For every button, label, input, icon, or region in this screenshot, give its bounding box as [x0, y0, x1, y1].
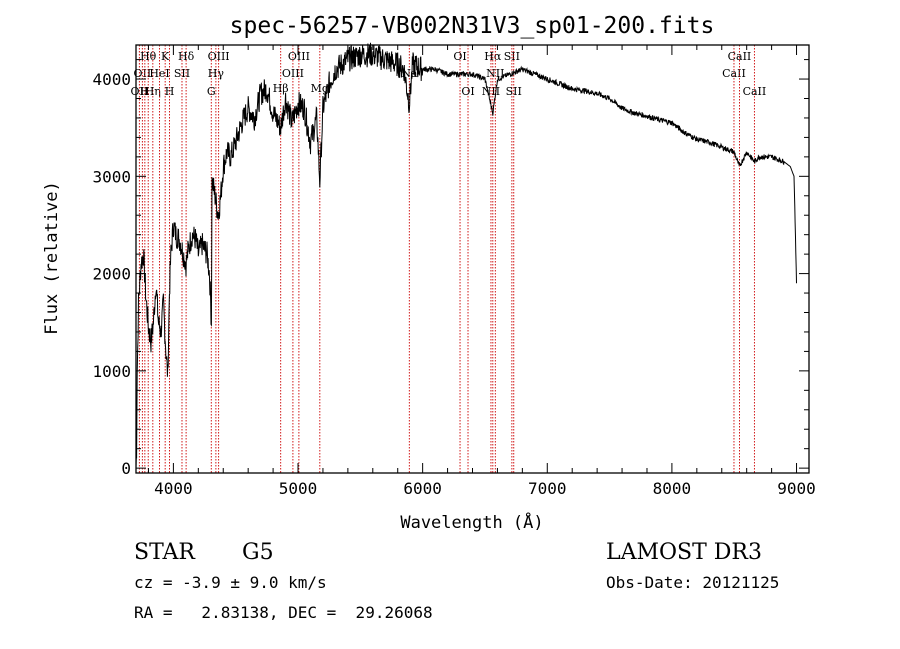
spectral-line-label: Hγ — [208, 67, 225, 80]
y-tick-label: 3000 — [92, 167, 131, 186]
spectral-line-label: Hθ — [140, 50, 157, 63]
y-tick-label: 0 — [121, 459, 131, 478]
x-tick-label: 8000 — [653, 479, 692, 498]
spectral-line-label: OIII — [288, 50, 310, 63]
redshift-value: cz = -3.9 ± 9.0 km/s — [134, 573, 327, 592]
spectral-line-label: HeI — [149, 67, 169, 80]
object-class: STAR — [134, 540, 195, 565]
x-tick-label: 7000 — [528, 479, 567, 498]
spectrum-trace — [135, 42, 797, 469]
spectral-line-label: SII — [504, 50, 520, 63]
x-tick-label: 5000 — [279, 479, 318, 498]
spectral-line-label: OIII — [208, 50, 230, 63]
emission-line-markers: OIIOIIHHθHηHeIKHSIIHδGHγOIIIHβOIIIOIIIMg… — [131, 45, 767, 473]
spectral-line-label: CaII — [743, 85, 767, 98]
spectral-line-label: SII — [506, 85, 522, 98]
spectral-line-label: OII — [133, 67, 151, 80]
spectral-line-label: Hβ — [273, 82, 289, 95]
spectral-line-label: SII — [174, 67, 190, 80]
axes: 4000 5000 6000 7000 8000 9000 0 1000 2000 3000 400… — [92, 45, 816, 498]
spectral-line-label: CaII — [722, 67, 746, 80]
spectral-line-label: Hδ — [178, 50, 195, 63]
spectral-line-label: Mg — [311, 82, 329, 95]
flux-series-line — [135, 42, 797, 469]
survey-name: LAMOST DR3 — [606, 540, 762, 565]
spectral-line-label: CaII — [728, 50, 752, 63]
spectral-line-label: NII — [482, 85, 500, 98]
spectral-line-label: Hη — [145, 85, 161, 98]
x-tick-label: 6000 — [403, 479, 442, 498]
coordinates: RA = 2.83138, DEC = 29.26068 — [134, 603, 433, 622]
spectral-line-label: NII — [486, 67, 504, 80]
spectral-line-label: OI — [453, 50, 466, 63]
y-axis-label: Flux (relative) — [42, 181, 62, 335]
obs-date: Obs-Date: 20121125 — [606, 573, 780, 592]
x-tick-label: 9000 — [777, 479, 816, 498]
spectral-line-label: H — [140, 85, 150, 98]
chart-title: spec-56257-VB002N31V3_sp01-200.fits — [230, 13, 715, 39]
plot-frame — [135, 44, 810, 474]
spectral-line-label: OIII — [282, 67, 304, 80]
x-tick-label: 4000 — [154, 479, 193, 498]
spectral-line-label: OI — [461, 85, 474, 98]
spectral-line-label: G — [207, 85, 216, 98]
x-axis-label: Wavelength (Å) — [400, 511, 543, 533]
spectral-line-label: K — [161, 50, 170, 63]
spectral-line-label: H — [165, 85, 175, 98]
y-tick-label: 1000 — [92, 362, 131, 381]
spectral-line-label: OII — [131, 85, 149, 98]
subclass: G5 — [242, 540, 274, 565]
y-tick-label: 4000 — [92, 70, 131, 89]
spectral-line-label: Hα — [484, 50, 502, 63]
y-tick-label: 2000 — [92, 265, 131, 284]
